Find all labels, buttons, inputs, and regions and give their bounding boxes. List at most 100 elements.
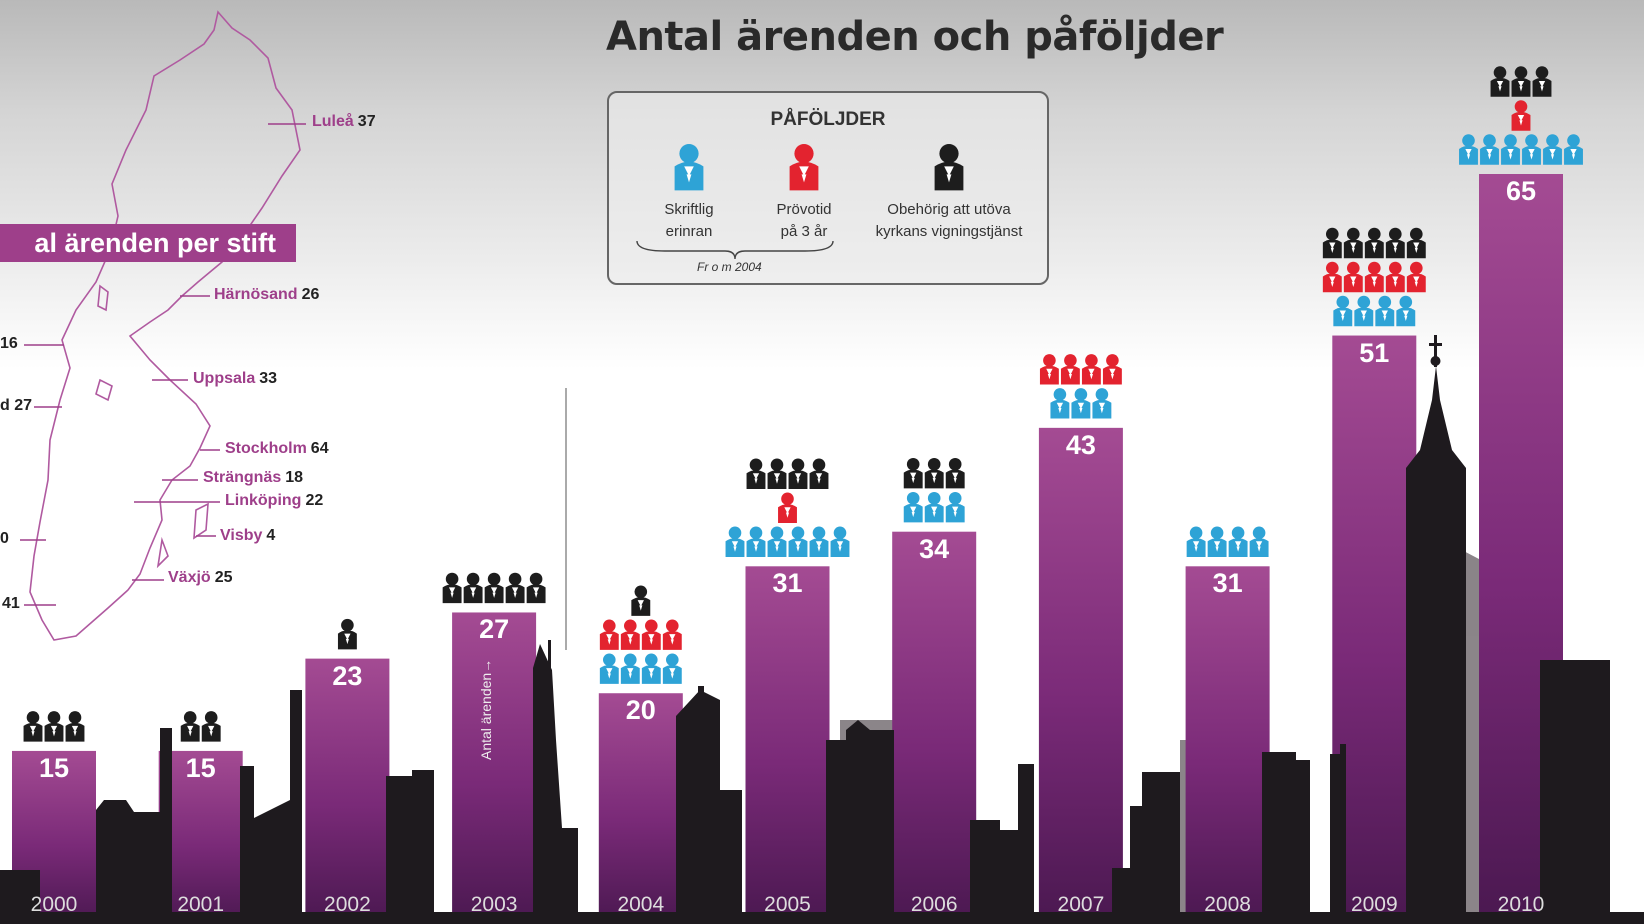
skriftlig-person-icon [725,526,745,558]
bar-2007 [1038,427,1123,924]
skriftlig-person-icon [830,526,850,558]
diocese-count: 64 [310,440,329,457]
obehorig-person-icon [337,618,357,650]
bar-2008 [1185,566,1270,924]
skriftlig-person-icon [1207,526,1227,558]
legend-label: Prövotid [776,201,832,218]
year-label: 2002 [324,893,371,916]
diocese-count: 33 [259,370,278,387]
obehorig-person-icon [1511,66,1531,97]
legend: PÅFÖLJDER Skriftlig erinran Prövotid på … [607,91,1049,285]
diocese-count: 37 [357,113,376,130]
bar-value-label: 31 [772,568,803,599]
obehorig-person-icon [1406,227,1426,259]
skriftlig-person-icon [599,653,619,684]
skriftlig-person-icon [1480,134,1499,165]
diocese-uppsala: Uppsala 33 [193,370,277,388]
legend-from-note: Fr o m 2004 [697,260,762,274]
skriftlig-person-icon [945,491,965,523]
obehorig-person-icon [1364,227,1384,259]
skriftlig-person-icon [1501,134,1520,165]
legend-item-provotid: Prövotid på 3 år [749,143,859,243]
obehorig-person-icon [903,457,923,489]
legend-item-skriftlig: Skriftlig erinran [639,143,739,243]
provotid-person-icon [1511,100,1531,131]
diocese-partial-count: d 27 [0,397,32,415]
provotid-person-icon [620,619,640,650]
legend-label: på 3 år [780,223,828,240]
legend-brace [636,240,834,260]
year-label: 2007 [1057,893,1105,916]
obehorig-person-icon [631,585,651,616]
obehorig-person-icon [1532,66,1552,97]
skriftlig-person-icon [788,526,808,558]
diocese-lulea: Luleå 37 [312,113,376,131]
provotid-person-icon [1364,261,1384,293]
skyline-foreground [0,335,1644,924]
diocese-count: 16 [0,335,18,352]
provotid-person-icon [599,619,619,650]
legend-heading: PÅFÖLJDER [770,109,886,130]
diocese-linkoping: Linköping 22 [225,492,323,510]
diocese-count: 0 [0,530,9,547]
obehorig-person-icon [809,458,829,490]
bars-group [12,174,1563,924]
skriftlig-person-icon [1333,295,1353,327]
skriftlig-person-icon [662,653,682,684]
skriftlig-person-icon [1249,526,1269,558]
year-label: 2010 [1497,893,1545,916]
skriftlig-person-icon [924,491,944,523]
diocese-name: Visby [220,527,263,544]
bar-2001 [158,750,243,924]
bar-value-label: 23 [332,660,363,691]
diocese-partial-count: 16 [0,335,18,353]
provotid-person-icon [641,619,661,650]
diocese-visby: Visby 4 [220,527,275,545]
skriftlig-person-icon [1396,295,1416,327]
skriftlig-person-icon [1375,295,1395,327]
axis-label: Antal ärenden→ [478,658,494,760]
provotid-person-icon [1322,261,1342,293]
bar-2009 [1332,335,1417,924]
year-label: 2009 [1350,893,1398,916]
diocese-stockholm: Stockholm 64 [225,440,329,458]
provotid-person-icon [662,619,682,650]
diocese-count: 18 [285,469,304,486]
skriftlig-person-icon [1522,134,1541,165]
bar-value-label: 65 [1505,176,1537,206]
obehorig-person-icon [65,711,85,742]
bar-value-label: 51 [1359,337,1390,368]
provotid-person-icon [1343,261,1363,293]
obehorig-person-icon [1343,227,1363,259]
diocese-strangnas: Strängnäs 18 [203,469,303,487]
provotid-person-icon [1406,261,1426,293]
year-label: 2000 [30,893,78,916]
provotid-person-icon [1060,354,1080,385]
year-label: 2008 [1204,893,1251,916]
diocese-name: Luleå [312,113,354,130]
bar-2005 [745,566,830,924]
sweden-map [29,10,301,641]
obehorig-person-icon [1385,227,1405,259]
bar-value-label: 31 [1212,568,1243,599]
obehorig-person-icon [788,458,808,490]
skriftlig-person-icon [1543,134,1562,165]
skriftlig-person-icon [767,526,787,558]
skriftlig-person-icon [809,526,829,558]
skriftlig-person-icon [1050,388,1070,419]
bar-2002 [305,658,390,924]
bar-value-label: 20 [625,695,656,726]
provotid-person-icon [1385,261,1405,293]
legend-label: Obehörig att utöva [887,201,1011,218]
bar-value-label: 27 [479,614,510,645]
obehorig-person-icon [484,572,504,604]
obehorig-person-icon [945,457,965,489]
bar-value-label: 43 [1065,429,1096,460]
provotid-person-icon [788,143,820,193]
obehorig-person-icon [180,711,200,742]
obehorig-person-icon [767,458,787,490]
diocese-name: Stockholm [225,440,307,457]
diocese-name: Uppsala [193,370,256,387]
bar-value-label: 15 [185,752,216,783]
